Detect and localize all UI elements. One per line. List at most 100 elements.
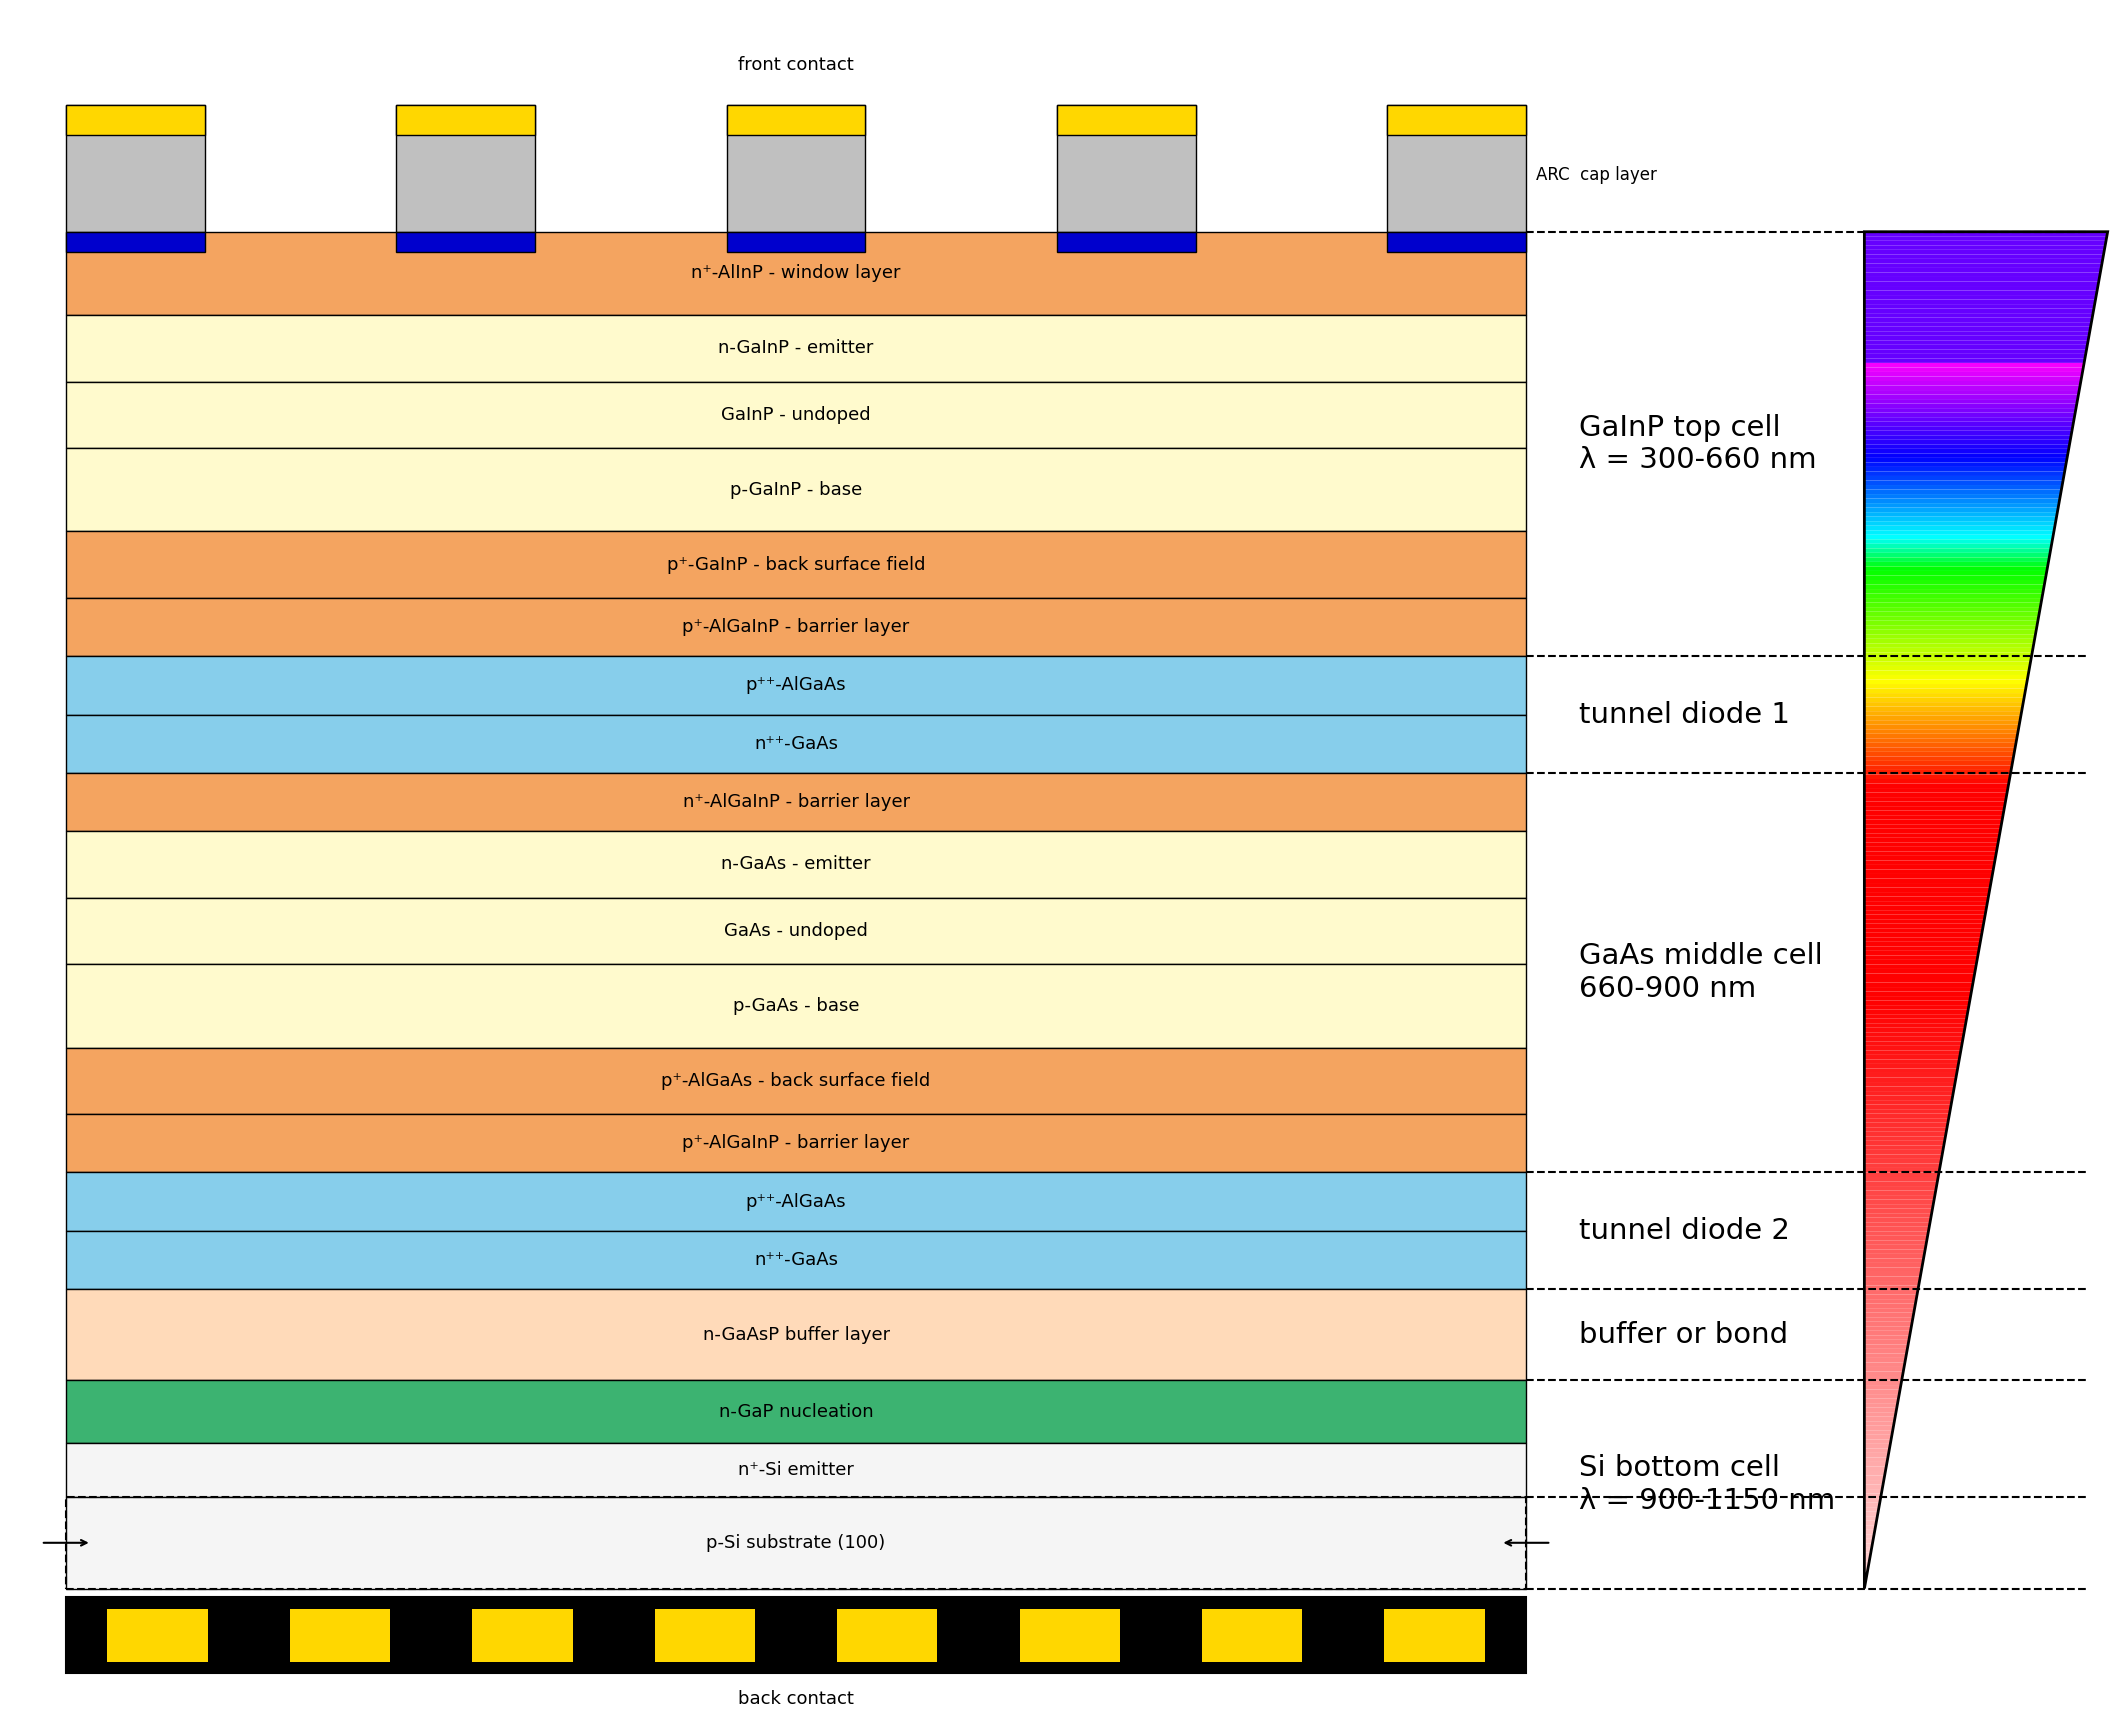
Polygon shape <box>1864 531 2053 534</box>
Bar <box>1387 104 1525 135</box>
Polygon shape <box>1864 1499 1881 1502</box>
Polygon shape <box>1864 1227 1930 1232</box>
Polygon shape <box>1864 702 2023 707</box>
Polygon shape <box>1864 901 1987 906</box>
Polygon shape <box>1864 313 2093 317</box>
Polygon shape <box>1864 377 2081 380</box>
Polygon shape <box>1864 498 2059 504</box>
Bar <box>397 104 534 135</box>
Polygon shape <box>1864 992 1970 995</box>
Polygon shape <box>1864 1552 1871 1557</box>
Polygon shape <box>1864 1259 1924 1262</box>
Polygon shape <box>1864 372 2083 377</box>
Polygon shape <box>1864 1254 1924 1259</box>
Polygon shape <box>1864 1386 1900 1389</box>
Text: GaInP top cell
λ = 300-660 nm: GaInP top cell λ = 300-660 nm <box>1578 415 1816 475</box>
Polygon shape <box>1864 291 2098 295</box>
Polygon shape <box>1864 956 1979 959</box>
Polygon shape <box>1864 1304 1915 1309</box>
Polygon shape <box>1864 656 2032 661</box>
Bar <box>1385 1609 1485 1662</box>
Polygon shape <box>1864 920 1985 923</box>
Polygon shape <box>1864 589 2043 594</box>
Polygon shape <box>1864 1507 1879 1511</box>
Polygon shape <box>1864 471 2064 476</box>
Polygon shape <box>1864 995 1970 1000</box>
Text: n-GaAsP buffer layer: n-GaAsP buffer layer <box>702 1326 889 1343</box>
Text: n⁺-AlInP - window layer: n⁺-AlInP - window layer <box>691 264 901 283</box>
Bar <box>1056 104 1196 135</box>
Polygon shape <box>1864 711 2021 716</box>
Polygon shape <box>1864 259 2102 264</box>
Polygon shape <box>1864 779 2009 783</box>
Polygon shape <box>1864 666 2030 670</box>
Polygon shape <box>1864 1336 1909 1340</box>
Text: GaInP - undoped: GaInP - undoped <box>721 406 872 423</box>
Polygon shape <box>1864 797 2006 802</box>
Polygon shape <box>1864 1028 1964 1033</box>
Polygon shape <box>1864 385 2081 391</box>
Bar <box>728 104 865 135</box>
Polygon shape <box>1864 1185 1936 1191</box>
Polygon shape <box>1864 1322 1913 1326</box>
Text: p⁺-AlGaInP - barrier layer: p⁺-AlGaInP - barrier layer <box>683 1134 910 1153</box>
Polygon shape <box>1864 833 2000 838</box>
Polygon shape <box>1864 821 2002 824</box>
Polygon shape <box>1864 1398 1898 1403</box>
Polygon shape <box>1864 1245 1926 1249</box>
Polygon shape <box>1864 418 2074 421</box>
Polygon shape <box>1864 1014 1968 1019</box>
Bar <box>397 104 534 231</box>
Polygon shape <box>1864 1525 1875 1530</box>
Polygon shape <box>1864 683 2026 689</box>
Polygon shape <box>1864 774 2011 779</box>
Bar <box>291 1609 390 1662</box>
Bar <box>66 714 1525 773</box>
Polygon shape <box>1864 391 2079 394</box>
Polygon shape <box>1864 457 2068 463</box>
Polygon shape <box>1864 1412 1896 1417</box>
Text: p⁺-AlGaAs - back surface field: p⁺-AlGaAs - back surface field <box>662 1072 931 1089</box>
Polygon shape <box>1864 1571 1869 1574</box>
Polygon shape <box>1864 1340 1909 1345</box>
Polygon shape <box>1864 1262 1924 1268</box>
Polygon shape <box>1864 1168 1941 1172</box>
Polygon shape <box>1864 331 2089 336</box>
Polygon shape <box>1864 1312 1913 1317</box>
Bar <box>1387 231 1525 252</box>
Polygon shape <box>1864 1182 1936 1185</box>
Polygon shape <box>1864 394 2079 399</box>
Bar <box>66 898 1525 964</box>
Polygon shape <box>1864 1538 1873 1543</box>
Bar <box>1203 1609 1302 1662</box>
Polygon shape <box>1864 1435 1892 1439</box>
Polygon shape <box>1864 1574 1866 1579</box>
Polygon shape <box>1864 1417 1896 1422</box>
Polygon shape <box>1864 440 2070 444</box>
Polygon shape <box>1864 1480 1883 1485</box>
Bar <box>66 231 206 252</box>
Polygon shape <box>1864 1146 1943 1149</box>
Polygon shape <box>1864 896 1989 901</box>
Text: p⁺-AlGaInP - barrier layer: p⁺-AlGaInP - barrier layer <box>683 618 910 636</box>
Polygon shape <box>1864 504 2059 507</box>
Bar <box>66 382 1525 449</box>
Bar <box>1387 104 1525 231</box>
Polygon shape <box>1864 1449 1890 1453</box>
Polygon shape <box>1864 783 2009 788</box>
Polygon shape <box>1864 793 2006 797</box>
Polygon shape <box>1864 716 2021 719</box>
Polygon shape <box>1864 1122 1947 1127</box>
Polygon shape <box>1864 910 1985 915</box>
Polygon shape <box>1864 576 2047 581</box>
Text: front contact: front contact <box>738 57 855 74</box>
Polygon shape <box>1864 349 2087 355</box>
Polygon shape <box>1864 1113 1949 1119</box>
Polygon shape <box>1864 937 1981 942</box>
Polygon shape <box>1864 1549 1871 1552</box>
Polygon shape <box>1864 1562 1869 1566</box>
Polygon shape <box>1864 1059 1960 1064</box>
Polygon shape <box>1864 468 2066 471</box>
Polygon shape <box>1864 923 1983 928</box>
Polygon shape <box>1864 540 2053 543</box>
